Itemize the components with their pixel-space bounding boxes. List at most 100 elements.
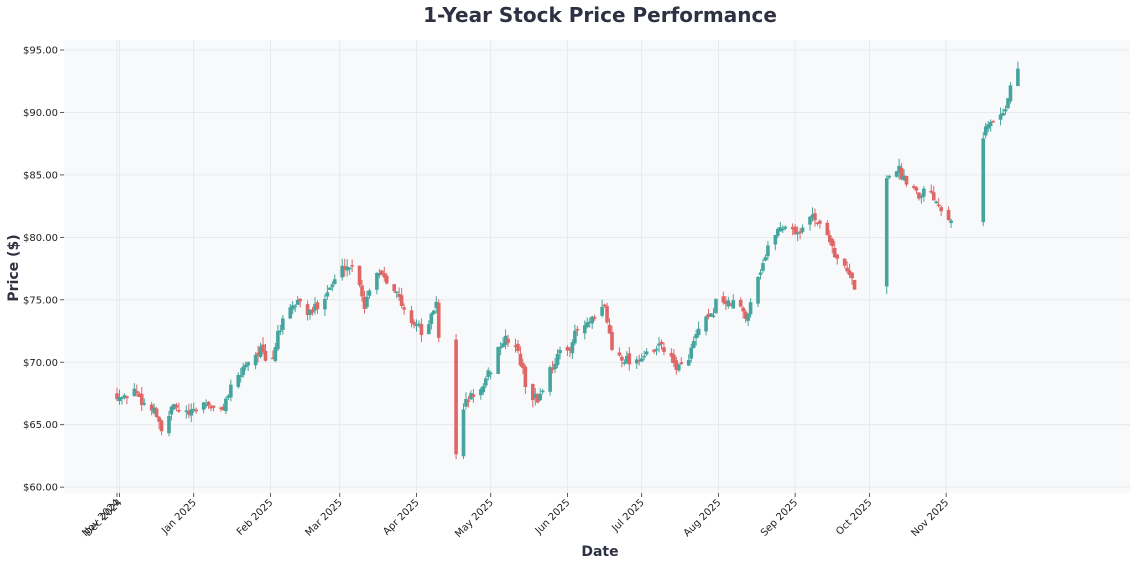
candle-up bbox=[810, 214, 815, 218]
candle-down bbox=[662, 347, 666, 352]
candle-up bbox=[432, 310, 436, 314]
candle-down bbox=[516, 343, 520, 352]
candle-down bbox=[936, 204, 941, 207]
candle-down bbox=[679, 362, 684, 365]
candle-up bbox=[434, 301, 439, 309]
candle-up bbox=[934, 201, 939, 204]
candle-up bbox=[290, 305, 295, 310]
candle-up bbox=[224, 398, 228, 412]
candle-up bbox=[325, 292, 330, 297]
candle-down bbox=[402, 307, 406, 310]
x-tick-label: Apr 2025 bbox=[381, 497, 421, 537]
candle-up bbox=[585, 322, 590, 328]
candle-down bbox=[793, 226, 797, 235]
candle-down bbox=[159, 420, 164, 432]
candle-down bbox=[535, 394, 540, 403]
candle-up bbox=[288, 307, 293, 319]
candle-down bbox=[149, 404, 154, 411]
candle-down bbox=[263, 350, 268, 361]
candle-down bbox=[419, 324, 424, 336]
candle-down bbox=[399, 295, 404, 306]
candle-down bbox=[357, 265, 362, 286]
candle-up bbox=[766, 245, 770, 257]
x-axis-label: Date bbox=[581, 544, 618, 560]
candle-up bbox=[981, 138, 986, 223]
candle-up bbox=[375, 273, 379, 290]
candle-down bbox=[513, 345, 518, 347]
candle-down bbox=[209, 406, 213, 409]
candle-down bbox=[256, 352, 260, 356]
candle-up bbox=[333, 279, 337, 284]
candle-up bbox=[894, 171, 899, 177]
candle-up bbox=[622, 362, 627, 364]
candle-down bbox=[568, 348, 572, 351]
candle-down bbox=[154, 408, 159, 418]
candle-up bbox=[258, 346, 263, 357]
candle-down bbox=[790, 226, 795, 230]
candle-down bbox=[914, 187, 919, 191]
candle-down bbox=[550, 368, 555, 370]
candle-up bbox=[746, 313, 750, 321]
candle-up bbox=[709, 313, 713, 317]
candle-down bbox=[436, 302, 441, 338]
candle-up bbox=[184, 410, 189, 412]
candle-up bbox=[276, 330, 280, 350]
candle-up bbox=[897, 165, 901, 173]
candle-down bbox=[721, 296, 726, 303]
candle-up bbox=[634, 359, 639, 364]
candle-down bbox=[620, 356, 624, 361]
candle-up bbox=[486, 370, 491, 377]
candle-up bbox=[783, 226, 788, 229]
candle-down bbox=[842, 258, 847, 266]
y-tick-label: $95.00 bbox=[23, 46, 58, 57]
candle-up bbox=[548, 367, 552, 392]
candle-up bbox=[293, 305, 297, 308]
candle-up bbox=[226, 395, 231, 398]
candle-up bbox=[763, 257, 768, 261]
y-tick-label: $75.00 bbox=[23, 295, 58, 306]
candle-up bbox=[642, 355, 646, 358]
candle-up bbox=[773, 235, 778, 245]
candle-down bbox=[706, 313, 711, 317]
candle-down bbox=[139, 393, 144, 406]
x-tick-label: Jul 2025 bbox=[610, 497, 647, 534]
candle-down bbox=[813, 213, 817, 221]
candle-down bbox=[818, 220, 822, 224]
candle-down bbox=[523, 366, 528, 388]
candle-up bbox=[464, 398, 468, 407]
candle-up bbox=[776, 228, 780, 236]
candle-down bbox=[904, 175, 909, 185]
y-tick-label: $80.00 bbox=[23, 233, 58, 244]
candle-up bbox=[167, 416, 171, 434]
candle-down bbox=[672, 354, 676, 364]
candle-up bbox=[246, 362, 250, 366]
candle-up bbox=[204, 404, 208, 407]
candle-down bbox=[627, 353, 632, 365]
candle-down bbox=[360, 285, 364, 297]
candle-up bbox=[483, 378, 488, 386]
candle-down bbox=[605, 306, 609, 323]
candle-up bbox=[696, 328, 701, 336]
candle-down bbox=[384, 275, 389, 284]
candle-up bbox=[884, 178, 889, 287]
candle-down bbox=[521, 363, 525, 368]
candle-up bbox=[887, 175, 891, 178]
candle-up bbox=[122, 395, 127, 398]
candle-up bbox=[169, 406, 174, 415]
candle-up bbox=[132, 388, 137, 397]
candle-up bbox=[558, 349, 562, 354]
candle-up bbox=[243, 364, 248, 368]
candle-up bbox=[714, 298, 718, 314]
candle-up bbox=[570, 342, 575, 354]
candle-up bbox=[582, 325, 587, 334]
candle-up bbox=[748, 302, 753, 315]
candle-up bbox=[189, 409, 194, 416]
candle-down bbox=[298, 298, 302, 302]
candle-up bbox=[429, 313, 434, 324]
grid-lines bbox=[64, 40, 1130, 493]
candle-up bbox=[498, 346, 503, 349]
candle-up bbox=[496, 346, 500, 374]
candle-down bbox=[845, 267, 849, 272]
candle-up bbox=[501, 343, 505, 348]
